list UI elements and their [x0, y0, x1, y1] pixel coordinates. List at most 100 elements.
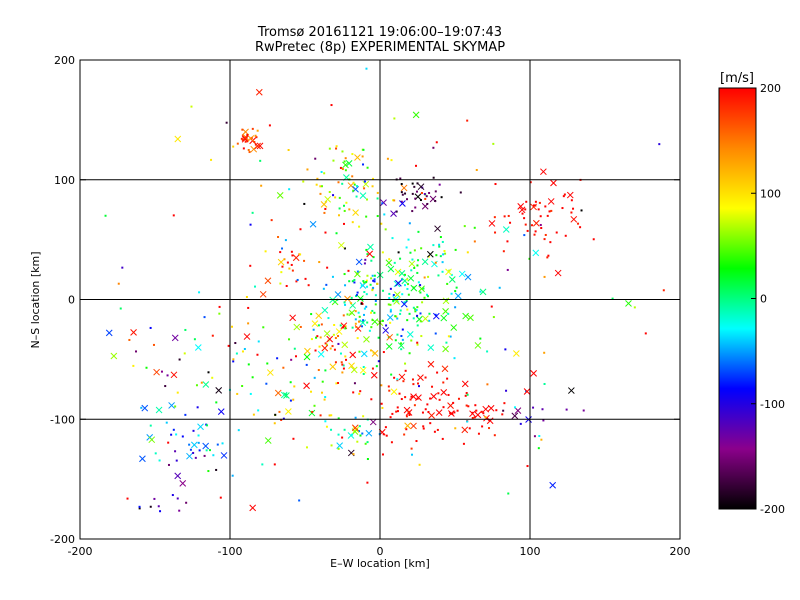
- scatter-point-cross: [387, 265, 395, 273]
- scatter-point-dot: [200, 381, 203, 384]
- scatter-point-dot: [299, 325, 302, 328]
- scatter-point-dot: [323, 211, 326, 214]
- scatter-point-dot: [410, 339, 413, 342]
- scatter-point-cross: [371, 349, 379, 357]
- scatter-point-dot: [337, 181, 340, 184]
- scatter-point-dot: [418, 463, 421, 466]
- scatter-point-dot: [389, 321, 392, 324]
- scatter-point-cross: [440, 314, 448, 322]
- cross-stroke: [479, 288, 487, 296]
- scatter-point-dot: [203, 454, 206, 457]
- scatter-point-dot: [474, 404, 477, 407]
- cross-stroke: [427, 344, 435, 351]
- scatter-point-dot: [425, 293, 428, 296]
- scatter-point-cross: [362, 180, 370, 188]
- scatter-point-dot: [323, 172, 326, 175]
- scatter-point-dot: [362, 415, 365, 418]
- scatter-point-dot: [506, 240, 509, 243]
- scatter-point-dot: [344, 284, 347, 287]
- scatter-point-dot: [366, 321, 369, 324]
- scatter-point-dot: [441, 240, 444, 243]
- scatter-point-dot: [438, 245, 441, 248]
- x-tick-label: 0: [377, 545, 384, 558]
- cross-stroke: [428, 412, 435, 419]
- scatter-point-dot: [465, 404, 468, 407]
- scatter-point-dot: [350, 302, 353, 305]
- scatter-point-dot: [408, 413, 411, 416]
- scatter-point-dot: [316, 177, 319, 180]
- scatter-point-dot: [205, 449, 208, 452]
- scatter-point-dot: [314, 157, 317, 160]
- scatter-point-dot: [434, 190, 437, 193]
- scatter-point-dot: [363, 281, 366, 284]
- scatter-point-cross: [289, 314, 297, 322]
- scatter-point-dot: [247, 363, 250, 366]
- cross-stroke: [483, 414, 490, 422]
- data-points-layer: [104, 67, 665, 513]
- scatter-point-dot: [356, 440, 359, 443]
- scatter-point-dot: [282, 417, 285, 420]
- scatter-point-dot: [377, 360, 380, 363]
- scatter-point-dot: [426, 202, 429, 205]
- scatter-point-dot: [454, 427, 457, 430]
- scatter-point-dot: [393, 376, 396, 379]
- scatter-point-dot: [339, 324, 342, 327]
- scatter-point-dot: [351, 221, 354, 224]
- scatter-point-dot: [305, 363, 308, 366]
- scatter-point-dot: [447, 335, 450, 338]
- cross-stroke: [442, 297, 450, 305]
- cross-stroke: [320, 201, 328, 208]
- scatter-point-dot: [451, 412, 454, 415]
- scatter-point-dot: [479, 337, 482, 340]
- scatter-point-dot: [408, 352, 411, 355]
- scatter-point-dot: [416, 264, 419, 267]
- scatter-point-dot: [413, 185, 416, 188]
- scatter-point-dot: [372, 256, 375, 259]
- cross-stroke: [174, 135, 182, 143]
- scatter-point-dot: [290, 358, 293, 361]
- scatter-point-dot: [262, 326, 265, 329]
- scatter-point-dot: [361, 155, 364, 158]
- cross-stroke: [303, 382, 310, 390]
- scatter-point-dot: [449, 411, 452, 414]
- scatter-point-dot: [410, 395, 413, 398]
- scatter-point-dot: [403, 433, 406, 436]
- scatter-point-dot: [405, 415, 408, 418]
- cross-stroke: [202, 442, 210, 450]
- scatter-point-dot: [293, 385, 296, 388]
- cross-stroke: [130, 329, 137, 336]
- cross-stroke: [367, 243, 374, 251]
- scatter-point-dot: [341, 363, 344, 366]
- scatter-point-dot: [439, 255, 442, 258]
- scatter-point-dot: [351, 280, 354, 283]
- scatter-point-cross: [518, 206, 526, 214]
- scatter-point-dot: [366, 198, 369, 201]
- scatter-point-dot: [530, 224, 533, 227]
- scatter-point-cross: [422, 315, 429, 323]
- scatter-point-cross: [197, 423, 204, 431]
- scatter-point-dot: [333, 348, 336, 351]
- scatter-point-dot: [320, 391, 323, 394]
- scatter-point-cross: [440, 389, 448, 396]
- scatter-point-dot: [352, 181, 355, 184]
- scatter-point-dot: [423, 296, 426, 299]
- scatter-point-dot: [415, 440, 418, 443]
- cross-stroke: [393, 280, 401, 288]
- scatter-point-dot: [592, 238, 595, 241]
- scatter-point-dot: [572, 207, 575, 210]
- scatter-point-dot: [420, 191, 423, 194]
- scatter-point-dot: [317, 369, 320, 372]
- scatter-point-cross: [427, 344, 435, 351]
- scatter-point-dot: [380, 402, 383, 405]
- scatter-point-dot: [284, 239, 287, 242]
- scatter-point-dot: [519, 422, 522, 425]
- cross-stroke: [511, 412, 519, 420]
- x-tick-label: 200: [670, 545, 691, 558]
- scatter-point-dot: [167, 463, 170, 466]
- scatter-point-dot: [580, 209, 583, 212]
- scatter-point-dot: [104, 214, 107, 217]
- scatter-point-cross: [284, 408, 292, 415]
- scatter-point-dot: [241, 385, 244, 388]
- scatter-point-dot: [433, 430, 436, 433]
- scatter-point-dot: [212, 454, 215, 457]
